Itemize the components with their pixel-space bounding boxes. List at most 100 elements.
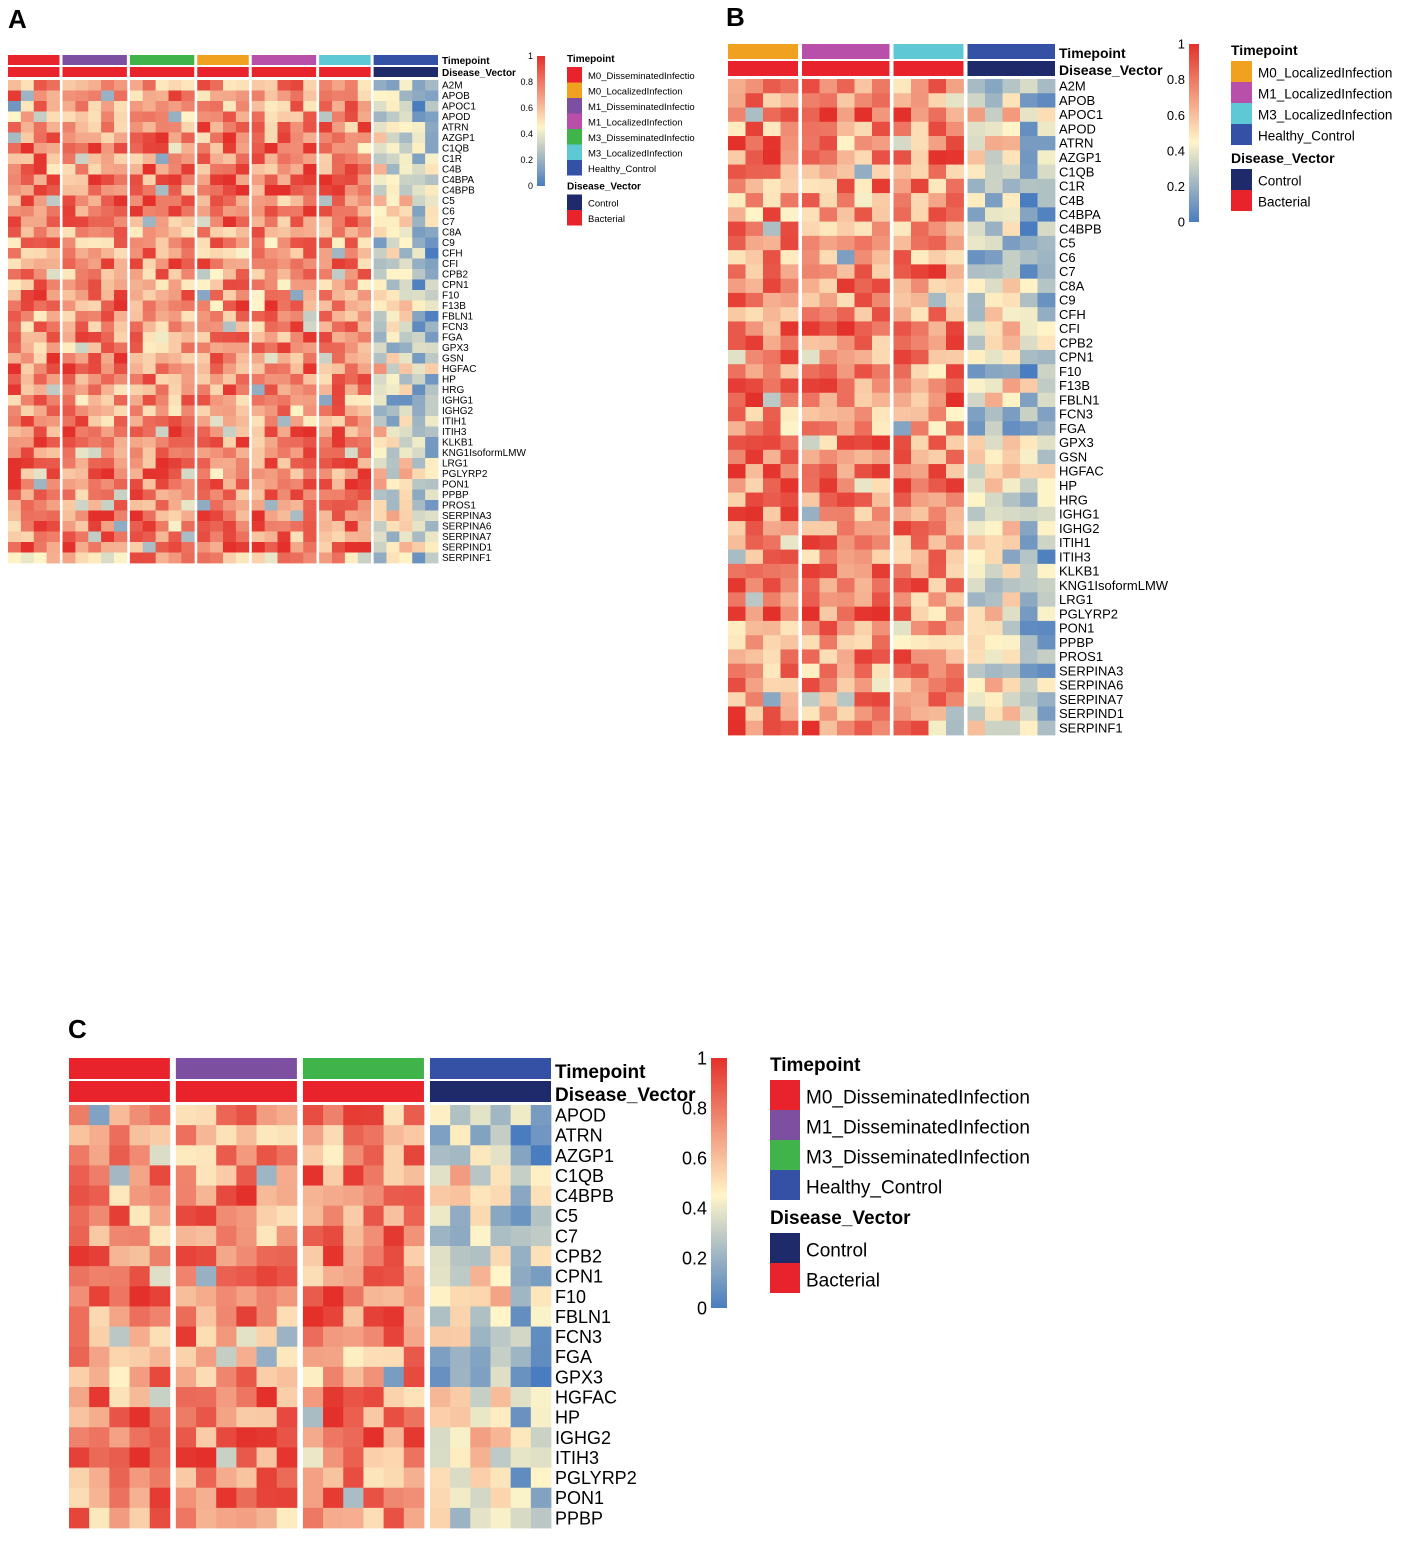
heatmap-cell xyxy=(89,1225,110,1247)
heatmap-cell xyxy=(1020,136,1038,151)
heatmap-cell xyxy=(399,101,413,112)
heatmap-cell xyxy=(155,258,169,270)
heatmap-cell xyxy=(276,1246,298,1267)
heatmap-cell xyxy=(373,521,387,532)
heatmap-cell xyxy=(386,300,400,312)
heatmap-cell xyxy=(1020,107,1038,123)
heatmap-cell xyxy=(344,531,359,543)
heatmap-cell xyxy=(223,174,237,186)
row-label-apod: APOD xyxy=(555,1106,606,1126)
heatmap-cell xyxy=(819,635,838,650)
heatmap-cell xyxy=(223,227,237,238)
heatmap-cell xyxy=(911,578,929,593)
heatmap-cell xyxy=(264,290,278,301)
heatmap-cell xyxy=(745,635,764,650)
heatmap-cell xyxy=(893,720,912,736)
row-label-fbln1: FBLN1 xyxy=(1059,392,1099,407)
heatmap-cell xyxy=(235,321,250,333)
heatmap-cell xyxy=(893,150,912,165)
heatmap-cell xyxy=(181,405,195,417)
heatmap-cell xyxy=(181,342,195,354)
heatmap-cell xyxy=(802,521,820,536)
heatmap-cell xyxy=(386,500,400,511)
heatmap-cell xyxy=(802,692,820,707)
heatmap-cell xyxy=(129,353,144,364)
heatmap-cell xyxy=(62,206,76,217)
heatmap-cell xyxy=(819,649,838,665)
heatmap-cell xyxy=(129,332,144,343)
heatmap-cell xyxy=(114,164,128,175)
heatmap-cell xyxy=(344,101,359,112)
heatmap-cell xyxy=(985,307,1003,322)
heatmap-cell xyxy=(168,195,182,207)
heatmap-cell xyxy=(403,1346,425,1368)
heatmap-cell xyxy=(256,1165,278,1186)
heatmap-cell xyxy=(745,79,764,94)
heatmap-cell xyxy=(745,478,764,493)
heatmap-cell xyxy=(236,1185,257,1207)
heatmap-cell xyxy=(819,677,838,693)
heatmap-cell xyxy=(75,321,89,333)
row-label-c4b: C4B xyxy=(1059,193,1084,208)
timepoint-bar-m0-localizedinfection xyxy=(197,55,249,65)
heatmap-cell xyxy=(129,1125,151,1146)
heatmap-cell xyxy=(383,1467,405,1489)
heatmap-cell xyxy=(223,479,237,490)
heatmap-cell xyxy=(181,374,195,385)
heatmap-cell xyxy=(780,492,799,508)
heatmap-cell xyxy=(893,506,912,522)
color-scale-tick: 0.4 xyxy=(1167,143,1185,158)
heatmap-cell xyxy=(129,1447,151,1468)
heatmap-cell xyxy=(819,478,838,493)
heatmap-cell xyxy=(1020,250,1038,265)
heatmap-cell xyxy=(985,292,1003,308)
heatmap-cell xyxy=(357,164,372,175)
heatmap-cell xyxy=(872,649,890,665)
heatmap-cell xyxy=(175,1105,197,1126)
heatmap-cell xyxy=(470,1105,491,1126)
heatmap-cell xyxy=(893,378,912,394)
heatmap-cell xyxy=(893,392,912,408)
heatmap-cell xyxy=(149,1165,171,1186)
heatmap-cell xyxy=(450,1145,471,1166)
row-label-serpina6: SERPINA6 xyxy=(1059,678,1123,693)
heatmap-cell xyxy=(490,1507,512,1529)
heatmap-cell xyxy=(946,421,964,436)
heatmap-cell xyxy=(728,278,746,294)
heatmap-cell xyxy=(319,510,333,522)
heatmap-cell xyxy=(344,426,359,438)
heatmap-cell xyxy=(319,531,333,543)
heatmap-cell xyxy=(264,416,278,427)
heatmap-cell xyxy=(373,216,387,228)
heatmap-cell xyxy=(1002,435,1021,451)
heatmap-cell xyxy=(967,292,986,308)
heatmap-cell xyxy=(20,342,35,354)
heatmap-cell xyxy=(149,1467,171,1489)
heatmap-cell xyxy=(946,207,964,223)
heatmap-cell xyxy=(101,342,115,354)
heatmap-cell xyxy=(302,1407,324,1428)
heatmap-cell xyxy=(8,258,22,270)
heatmap-cell xyxy=(745,421,764,436)
heatmap-cell xyxy=(114,332,128,343)
heatmap-cell xyxy=(8,216,22,228)
heatmap-cell xyxy=(425,195,439,207)
heatmap-cell xyxy=(363,1407,385,1428)
heatmap-cell xyxy=(373,458,387,469)
heatmap-cell xyxy=(872,392,890,408)
heatmap-cell xyxy=(763,107,781,123)
heatmap-cell xyxy=(277,195,291,207)
heatmap-cell xyxy=(911,278,929,294)
heatmap-cell xyxy=(142,111,157,123)
heatmap-cell xyxy=(985,378,1003,394)
heatmap-cell xyxy=(142,332,157,343)
heatmap-cell xyxy=(319,405,333,417)
heatmap-cell xyxy=(181,227,195,238)
heatmap-cell xyxy=(290,468,304,480)
heatmap-cell xyxy=(911,407,929,422)
row-label-fcn3: FCN3 xyxy=(555,1327,602,1347)
heatmap-cell xyxy=(251,405,266,417)
heatmap-cell xyxy=(33,80,48,91)
heatmap-cell xyxy=(344,542,359,553)
heatmap-cell xyxy=(373,227,387,238)
